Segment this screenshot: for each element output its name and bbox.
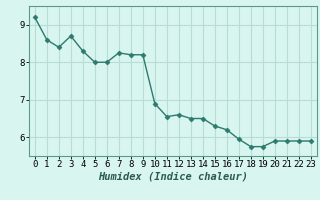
X-axis label: Humidex (Indice chaleur): Humidex (Indice chaleur)	[98, 172, 248, 182]
